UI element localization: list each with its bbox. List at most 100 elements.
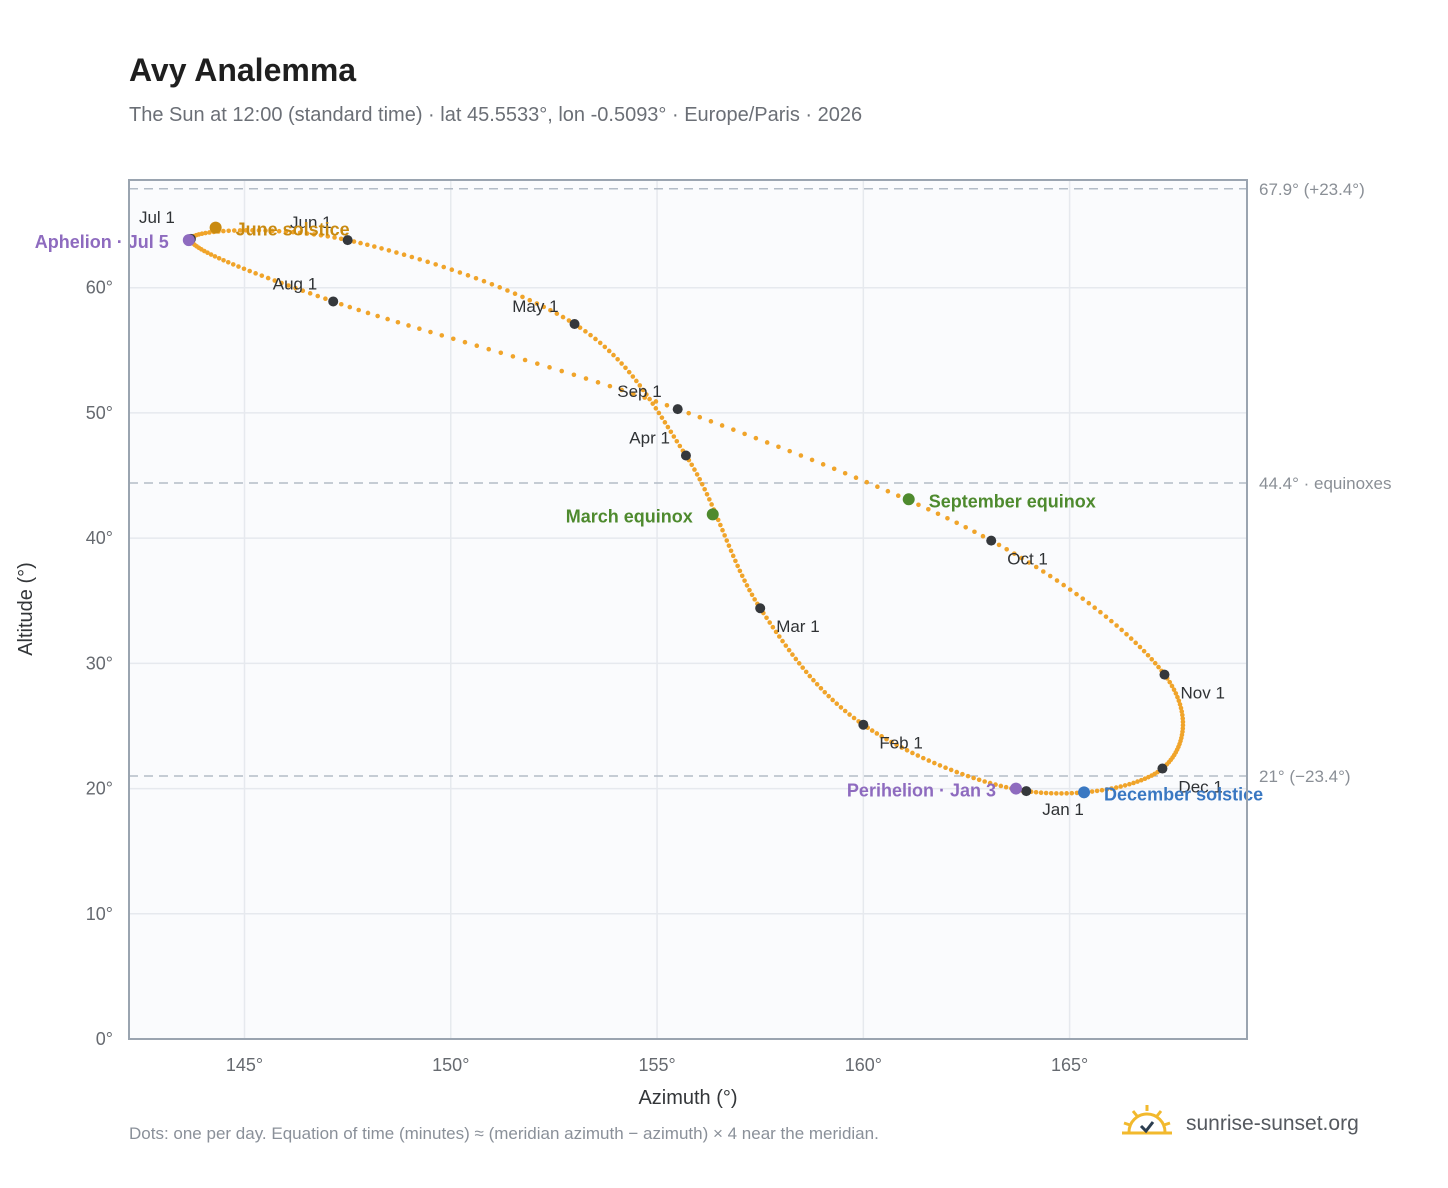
daily-dot <box>926 758 932 763</box>
x-tick-label: 160° <box>845 1055 882 1075</box>
daily-dot <box>869 728 875 733</box>
daily-dot <box>842 470 848 476</box>
daily-dot <box>767 620 773 625</box>
daily-dot <box>1074 790 1080 796</box>
daily-dot <box>630 374 636 379</box>
daily-dot <box>702 486 707 492</box>
brand[interactable]: sunrise-sunset.org <box>1120 1102 1359 1146</box>
daily-dot <box>965 773 971 779</box>
daily-dot <box>692 467 697 472</box>
daily-dot <box>497 285 503 290</box>
month-marker <box>1157 763 1168 774</box>
daily-dot <box>793 656 799 662</box>
month-label: Sep 1 <box>617 382 661 401</box>
daily-dot <box>1180 716 1186 721</box>
event-marker <box>1078 786 1091 799</box>
daily-dot <box>1086 600 1092 606</box>
daily-dot <box>1043 790 1049 796</box>
daily-dot <box>395 319 401 325</box>
daily-dot <box>481 278 487 284</box>
daily-dot <box>1122 783 1128 788</box>
month-label: Aug 1 <box>273 274 317 293</box>
daily-dot <box>1179 709 1185 714</box>
y-axis-title: Altitude (°) <box>15 562 37 656</box>
daily-dot <box>441 264 447 270</box>
grid-lines <box>129 180 1247 1039</box>
daily-dot <box>954 769 960 775</box>
daily-dot <box>1141 648 1147 654</box>
daily-dot <box>566 318 572 323</box>
daily-dot <box>1067 587 1073 592</box>
event-label: June solstice <box>236 220 350 240</box>
daily-dot <box>1048 790 1054 796</box>
daily-dot <box>971 775 976 781</box>
daily-dot <box>522 357 528 363</box>
daily-dot <box>686 410 691 416</box>
daily-dot <box>365 242 370 248</box>
daily-dot <box>1059 791 1064 796</box>
month-marker <box>342 235 353 246</box>
daily-dot <box>895 493 901 499</box>
daily-dot <box>770 624 776 630</box>
daily-dot <box>358 240 363 246</box>
daily-dot <box>300 288 306 294</box>
daily-dot <box>820 462 826 467</box>
daily-dot <box>212 254 218 259</box>
month-label: Feb 1 <box>879 734 922 753</box>
daily-dot <box>786 647 792 653</box>
daily-dot <box>787 448 792 454</box>
daily-dot <box>230 262 236 267</box>
daily-dot <box>1177 702 1183 707</box>
daily-dot <box>385 316 390 322</box>
daily-dot <box>699 481 705 487</box>
daily-dot <box>593 336 598 342</box>
daily-dot <box>243 228 249 233</box>
daily-dot <box>830 697 835 703</box>
daily-dot <box>894 742 899 748</box>
daily-dot <box>790 652 795 657</box>
daily-dot <box>559 368 565 374</box>
daily-dot <box>899 745 905 750</box>
daily-dot <box>279 280 284 286</box>
daily-dot <box>776 444 781 450</box>
event-label: Perihelion · Jan 3 <box>847 781 996 801</box>
daily-dot <box>722 533 727 538</box>
daily-dot <box>1104 787 1110 792</box>
month-marker <box>328 296 339 307</box>
daily-dot <box>338 301 344 307</box>
daily-dot <box>425 259 430 265</box>
daily-dot <box>250 228 255 233</box>
daily-dot <box>602 344 608 350</box>
daily-dot <box>653 399 659 404</box>
daily-dot <box>304 231 310 236</box>
daily-dot <box>773 629 779 635</box>
month-label: Jun 1 <box>290 213 332 232</box>
daily-dot <box>831 466 837 472</box>
month-label: Nov 1 <box>1180 684 1224 703</box>
daily-dot <box>1064 791 1069 796</box>
daily-dot <box>1138 777 1144 783</box>
daily-dot <box>630 391 636 397</box>
daily-dot <box>225 260 231 265</box>
daily-dot <box>1135 779 1140 784</box>
x-axis-title: Azimuth (°) <box>638 1087 737 1109</box>
daily-dot <box>668 429 674 435</box>
daily-dot <box>708 419 714 424</box>
event-label: September equinox <box>929 491 1096 511</box>
daily-dot <box>737 568 743 574</box>
daily-dots <box>188 228 1186 796</box>
daily-dot <box>607 383 613 389</box>
daily-dot <box>379 246 384 251</box>
month-label: May 1 <box>512 297 558 316</box>
y-tick-label: 0° <box>96 1029 113 1049</box>
daily-dot <box>583 329 588 334</box>
daily-dot <box>935 511 941 517</box>
daily-dot <box>694 472 700 477</box>
month-marker <box>672 404 683 415</box>
daily-dot <box>311 232 317 237</box>
daily-dot <box>541 304 547 310</box>
daily-dot <box>1173 691 1179 696</box>
daily-dot <box>910 750 915 756</box>
daily-dot <box>677 443 683 449</box>
